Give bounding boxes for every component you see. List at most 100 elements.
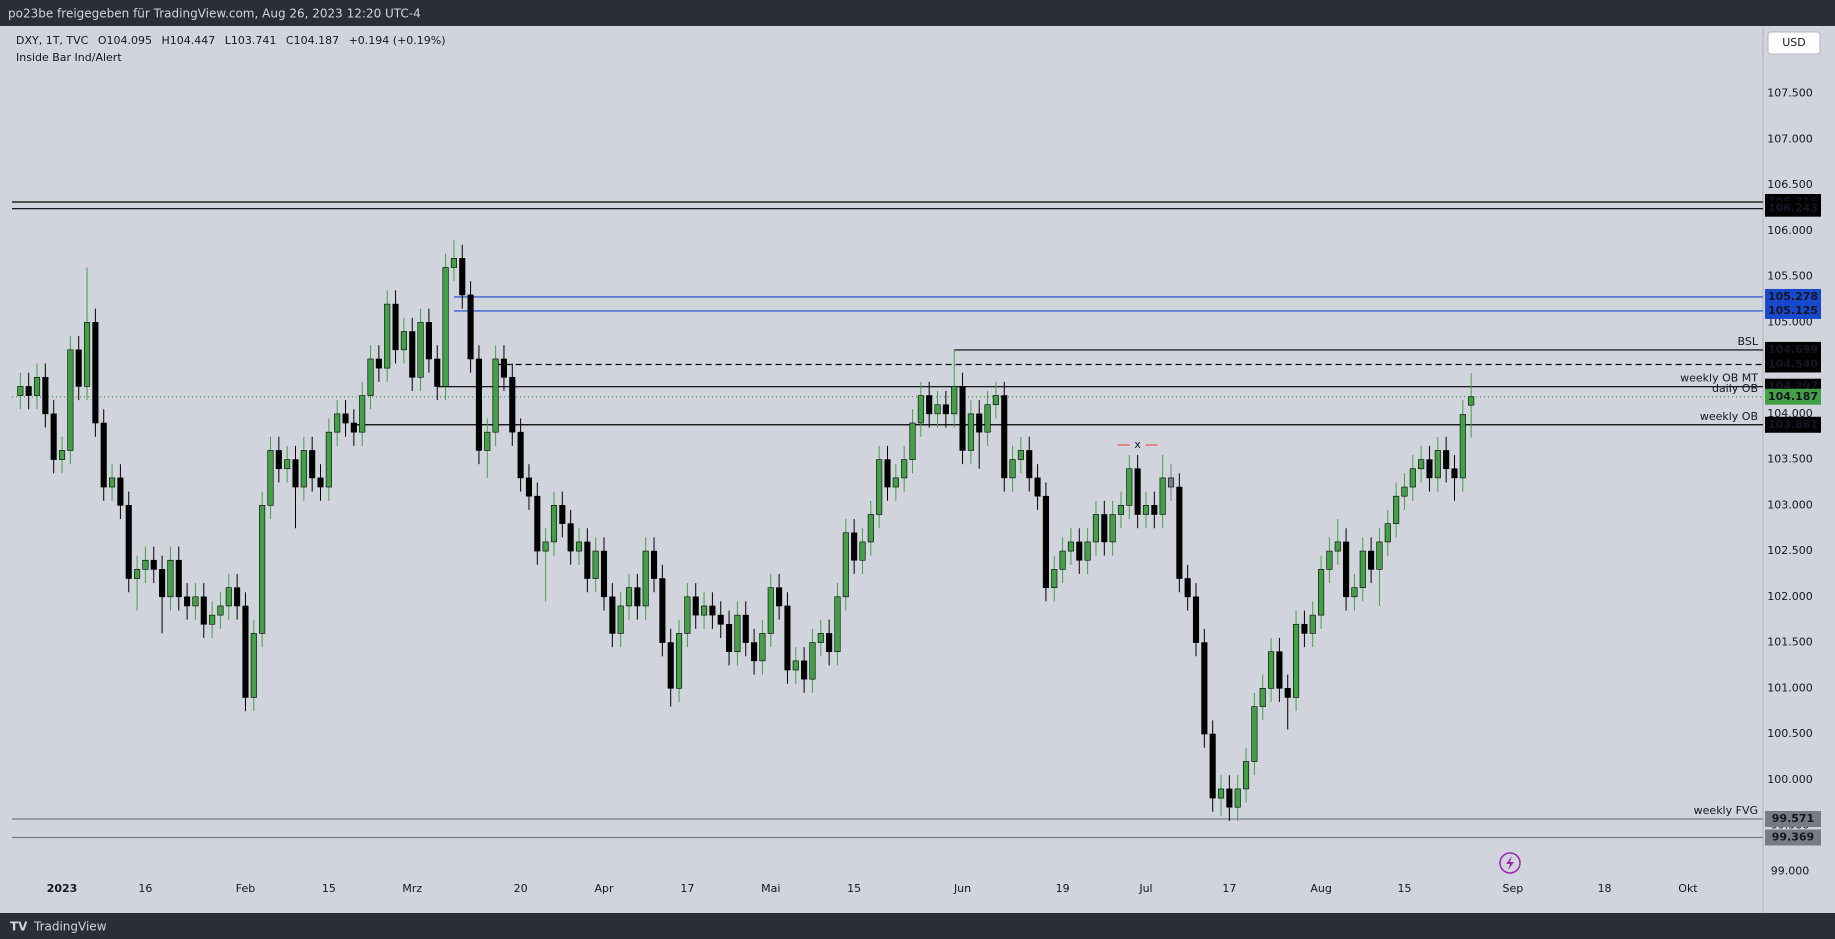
candle-body: [876, 459, 883, 515]
candle-body: [692, 596, 699, 616]
candle-body: [809, 642, 816, 680]
candle-body: [309, 450, 316, 479]
candle-body: [275, 450, 282, 470]
candle-body: [142, 559, 149, 570]
legend-symbol: DXY, 1T, TVC: [16, 34, 89, 47]
y-tick-label: 106.500: [1767, 178, 1813, 191]
price-label: 104.540: [1768, 357, 1818, 370]
candle-body: [567, 523, 574, 552]
candle-body: [100, 422, 107, 488]
x-tick-label: 2023: [47, 882, 78, 895]
candle-body: [67, 349, 74, 451]
x-tick-label: 17: [680, 882, 694, 895]
candle-body: [1334, 541, 1341, 552]
candle-body: [742, 614, 749, 643]
price-label: 105.125: [1768, 304, 1818, 317]
price-label-box: [1765, 341, 1821, 358]
level-note: daily OB: [1712, 382, 1758, 395]
x-tick-label: Sep: [1502, 882, 1523, 895]
candle-body: [1309, 614, 1316, 634]
candle-body: [934, 404, 941, 415]
x-tick-label: Jul: [1138, 882, 1152, 895]
level-note: weekly OB MT: [1680, 372, 1758, 385]
candle-body: [784, 605, 791, 671]
candle-body: [976, 413, 983, 433]
candle-body: [33, 376, 41, 396]
candle-body: [659, 578, 666, 643]
y-tick-label: 107.000: [1767, 132, 1813, 145]
candle-body: [1401, 486, 1408, 497]
candle-body: [751, 642, 758, 662]
candle-body: [1084, 541, 1091, 561]
candle-body: [292, 459, 299, 488]
marker-label: x: [1134, 438, 1141, 451]
x-tick-label: Aug: [1310, 882, 1331, 895]
candle-body: [1293, 623, 1300, 698]
candle-body: [892, 477, 899, 488]
x-tick-label: Jun: [953, 882, 971, 895]
candle-body: [225, 587, 232, 607]
candle-body: [1076, 541, 1083, 561]
candle-body: [184, 596, 191, 607]
price-label: 99.571: [1772, 812, 1814, 825]
candle-body: [425, 322, 432, 360]
candle-body: [1318, 569, 1325, 616]
legend-high: H104.447: [162, 34, 216, 47]
level-note: weekly FVG: [1694, 804, 1758, 817]
candle-body: [117, 477, 124, 506]
y-tick-label: 102.500: [1767, 544, 1813, 557]
candle-body: [150, 559, 157, 570]
share-title: po23be freigegeben für TradingView.com, …: [8, 7, 421, 21]
event-icon[interactable]: [1499, 852, 1521, 874]
candle-body: [1209, 733, 1216, 799]
candle-body: [675, 633, 683, 689]
candle-body: [942, 404, 949, 415]
candle-body: [492, 358, 499, 433]
candle-body: [17, 386, 24, 396]
brand: TradingView: [33, 920, 107, 934]
candle-body: [300, 450, 307, 488]
candle-body: [484, 431, 491, 451]
candle-body: [350, 422, 357, 433]
candle-body: [1192, 596, 1200, 643]
y-tick-label: 105.500: [1767, 270, 1813, 283]
candle-body: [1092, 514, 1100, 543]
y-tick-label: 101.500: [1767, 636, 1813, 649]
candle-body: [125, 505, 132, 579]
candle-body: [359, 395, 366, 433]
candle-body: [467, 294, 474, 360]
price-label-box: [1765, 302, 1821, 319]
candle-body: [342, 413, 349, 424]
candle-body: [375, 358, 382, 369]
candle-body: [909, 422, 916, 460]
candle-body: [767, 587, 774, 634]
candle-body: [867, 514, 874, 543]
currency-label[interactable]: USD: [1782, 36, 1806, 49]
currency-button[interactable]: [1767, 31, 1821, 55]
price-label: 106.243: [1768, 202, 1818, 215]
candle-body: [1184, 578, 1191, 598]
level-note: weekly OB: [1700, 410, 1758, 423]
legend-low: L103.741: [225, 34, 277, 47]
x-tick-label: Mrz: [402, 882, 422, 895]
legend-open: O104.095: [98, 34, 152, 47]
candle-body: [509, 376, 516, 433]
candle-body: [175, 559, 182, 598]
candle-body: [759, 633, 766, 662]
candle-body: [1026, 450, 1033, 479]
candle-body: [50, 413, 57, 460]
y-tick-label: 101.000: [1767, 681, 1813, 694]
candle-body: [1451, 468, 1458, 479]
candle-body: [717, 614, 724, 625]
candle-body: [317, 477, 324, 488]
candle-body: [217, 605, 224, 616]
candle-body: [1126, 468, 1133, 506]
candle-body: [1368, 550, 1375, 570]
candle-body: [1459, 414, 1466, 479]
candle-body: [334, 413, 341, 433]
candle-body: [884, 459, 891, 488]
candle-body: [642, 550, 649, 607]
candle-body: [1443, 450, 1450, 470]
